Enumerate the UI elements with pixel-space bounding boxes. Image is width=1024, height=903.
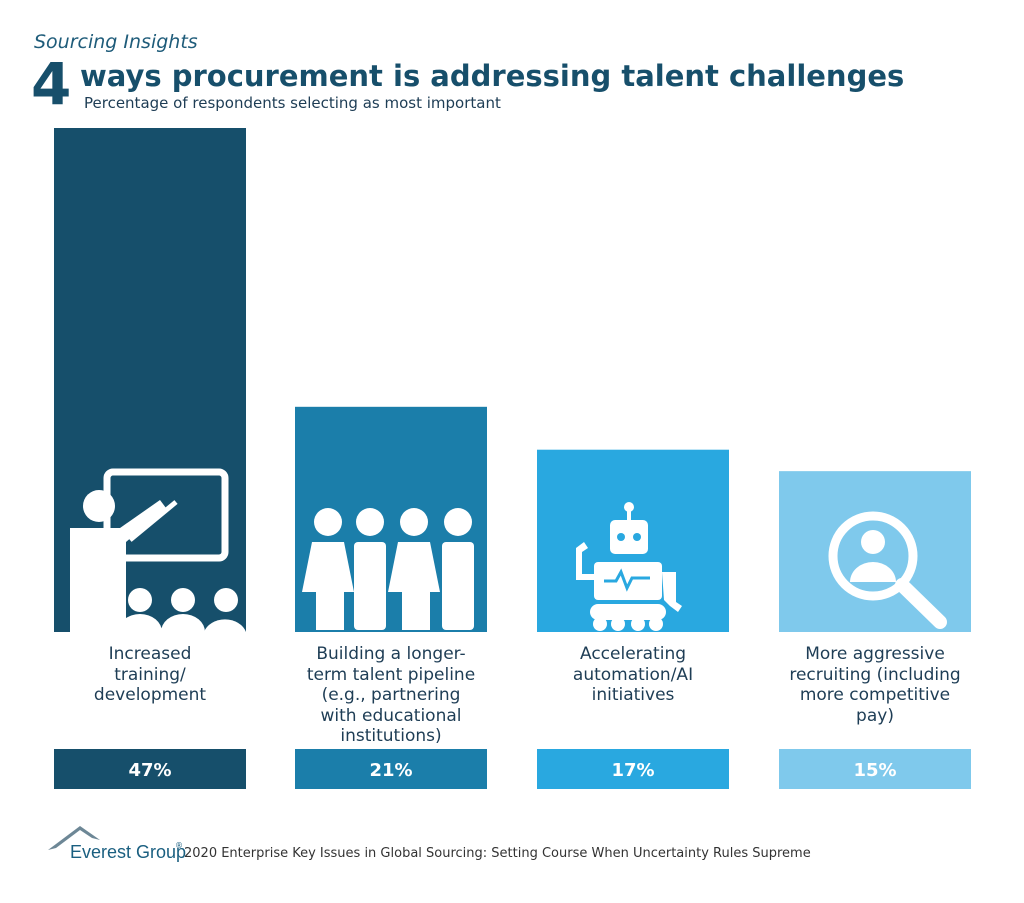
kicker: Sourcing Insights (34, 31, 198, 53)
robot-icon (576, 502, 682, 631)
registered-mark: ® (175, 841, 183, 850)
value-box (537, 749, 729, 789)
value-label: 47% (128, 760, 171, 781)
icons (70, 468, 947, 632)
logo (48, 826, 100, 850)
value-box (54, 749, 246, 789)
value-label: 17% (611, 760, 654, 781)
value-box (295, 749, 487, 789)
value-box (779, 749, 971, 789)
title-number: 4 (31, 50, 71, 118)
source: 2020 Enterprise Key Issues in Global Sou… (184, 846, 811, 861)
category-label: Building a longer- term talent pipeline … (306, 644, 476, 746)
chart-title: ways procurement is addressing talent ch… (80, 59, 904, 93)
category-label: Accelerating automation/AI initiatives (572, 644, 694, 705)
teacher-icon (70, 468, 246, 632)
value-label: 21% (369, 760, 412, 781)
subtitle: Percentage of respondents selecting as m… (84, 94, 501, 112)
logo-text: Everest Group (70, 842, 186, 862)
category-label: Increased training/ development (93, 644, 207, 705)
people-icon (302, 508, 474, 630)
category-label: More aggressive recruiting (including mo… (789, 644, 961, 726)
value-label: 15% (853, 760, 896, 781)
search-icon (828, 511, 947, 629)
